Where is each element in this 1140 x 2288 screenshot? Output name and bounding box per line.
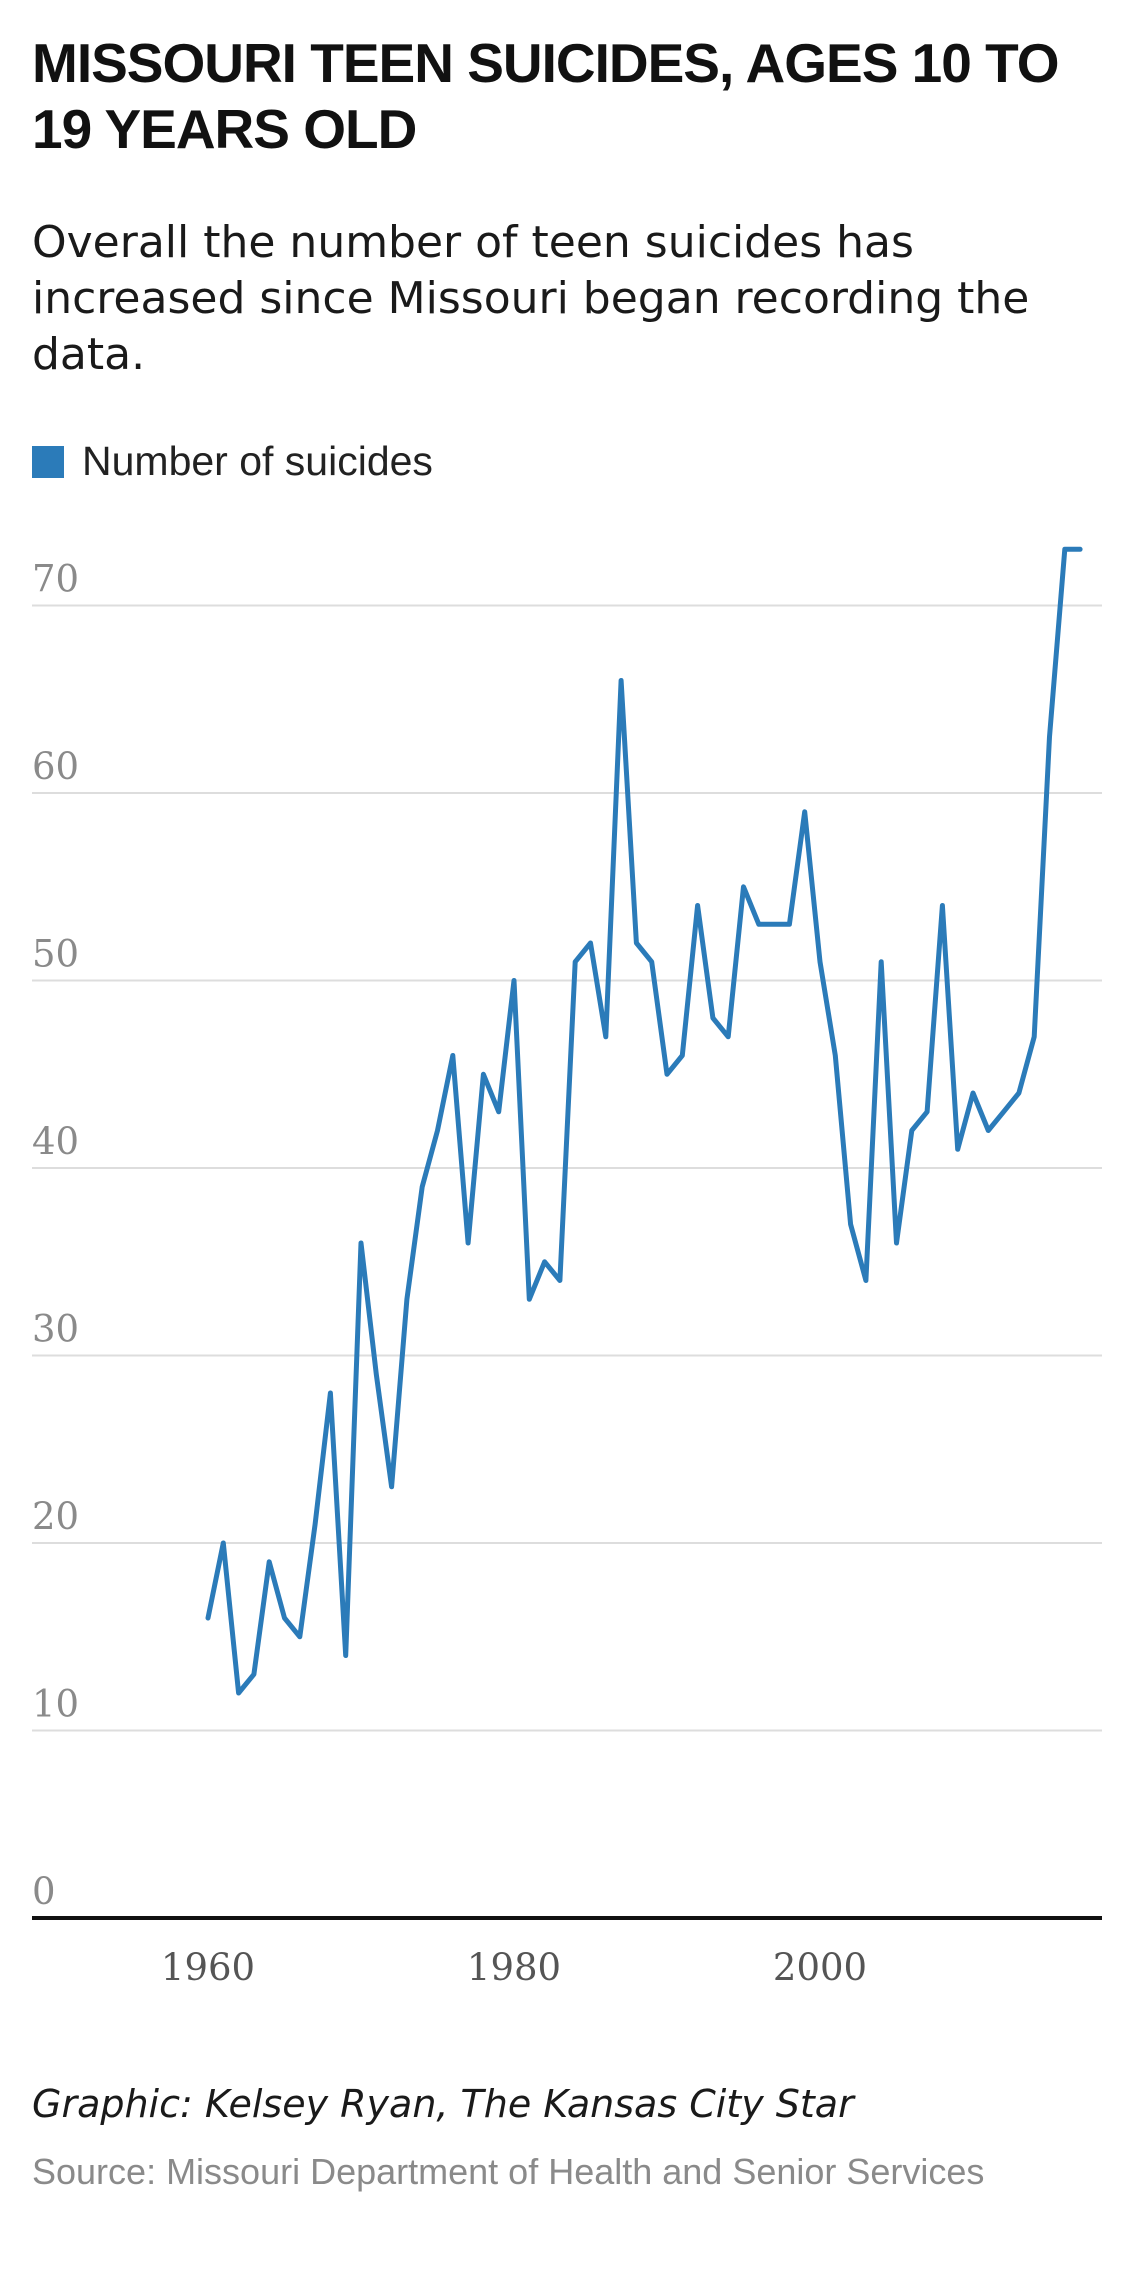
chart-subtitle: Overall the number of teen suicides has …	[32, 217, 1030, 380]
y-tick-label: 40	[32, 1120, 79, 1163]
legend: Number of suicides	[32, 438, 433, 485]
y-tick-label: 60	[32, 745, 79, 788]
chart-title: MISSOURI TEEN SUICIDES, AGES 10 TO 19 YE…	[32, 32, 1060, 160]
legend-swatch	[32, 445, 64, 478]
y-tick-label: 30	[32, 1308, 79, 1351]
line-chart: 0 10 20 30 40 50 60 70 1960 1980 2000	[32, 546, 1102, 1989]
y-tick-label: 0	[32, 1870, 56, 1913]
y-tick-label: 20	[32, 1495, 79, 1538]
y-tick-label: 70	[32, 558, 79, 601]
graphic-credit: Graphic: Kelsey Ryan, The Kansas City St…	[32, 2082, 854, 2126]
source-note: Source: Missouri Department of Health an…	[32, 2151, 985, 2192]
x-tick-label: 2000	[773, 1946, 867, 1989]
legend-label: Number of suicides	[82, 438, 433, 484]
series-line	[205, 546, 1083, 1696]
x-tick-label: 1980	[467, 1946, 561, 1989]
y-tick-label: 50	[32, 933, 79, 976]
x-tick-label: 1960	[161, 1946, 255, 1989]
y-tick-label: 10	[32, 1683, 79, 1726]
